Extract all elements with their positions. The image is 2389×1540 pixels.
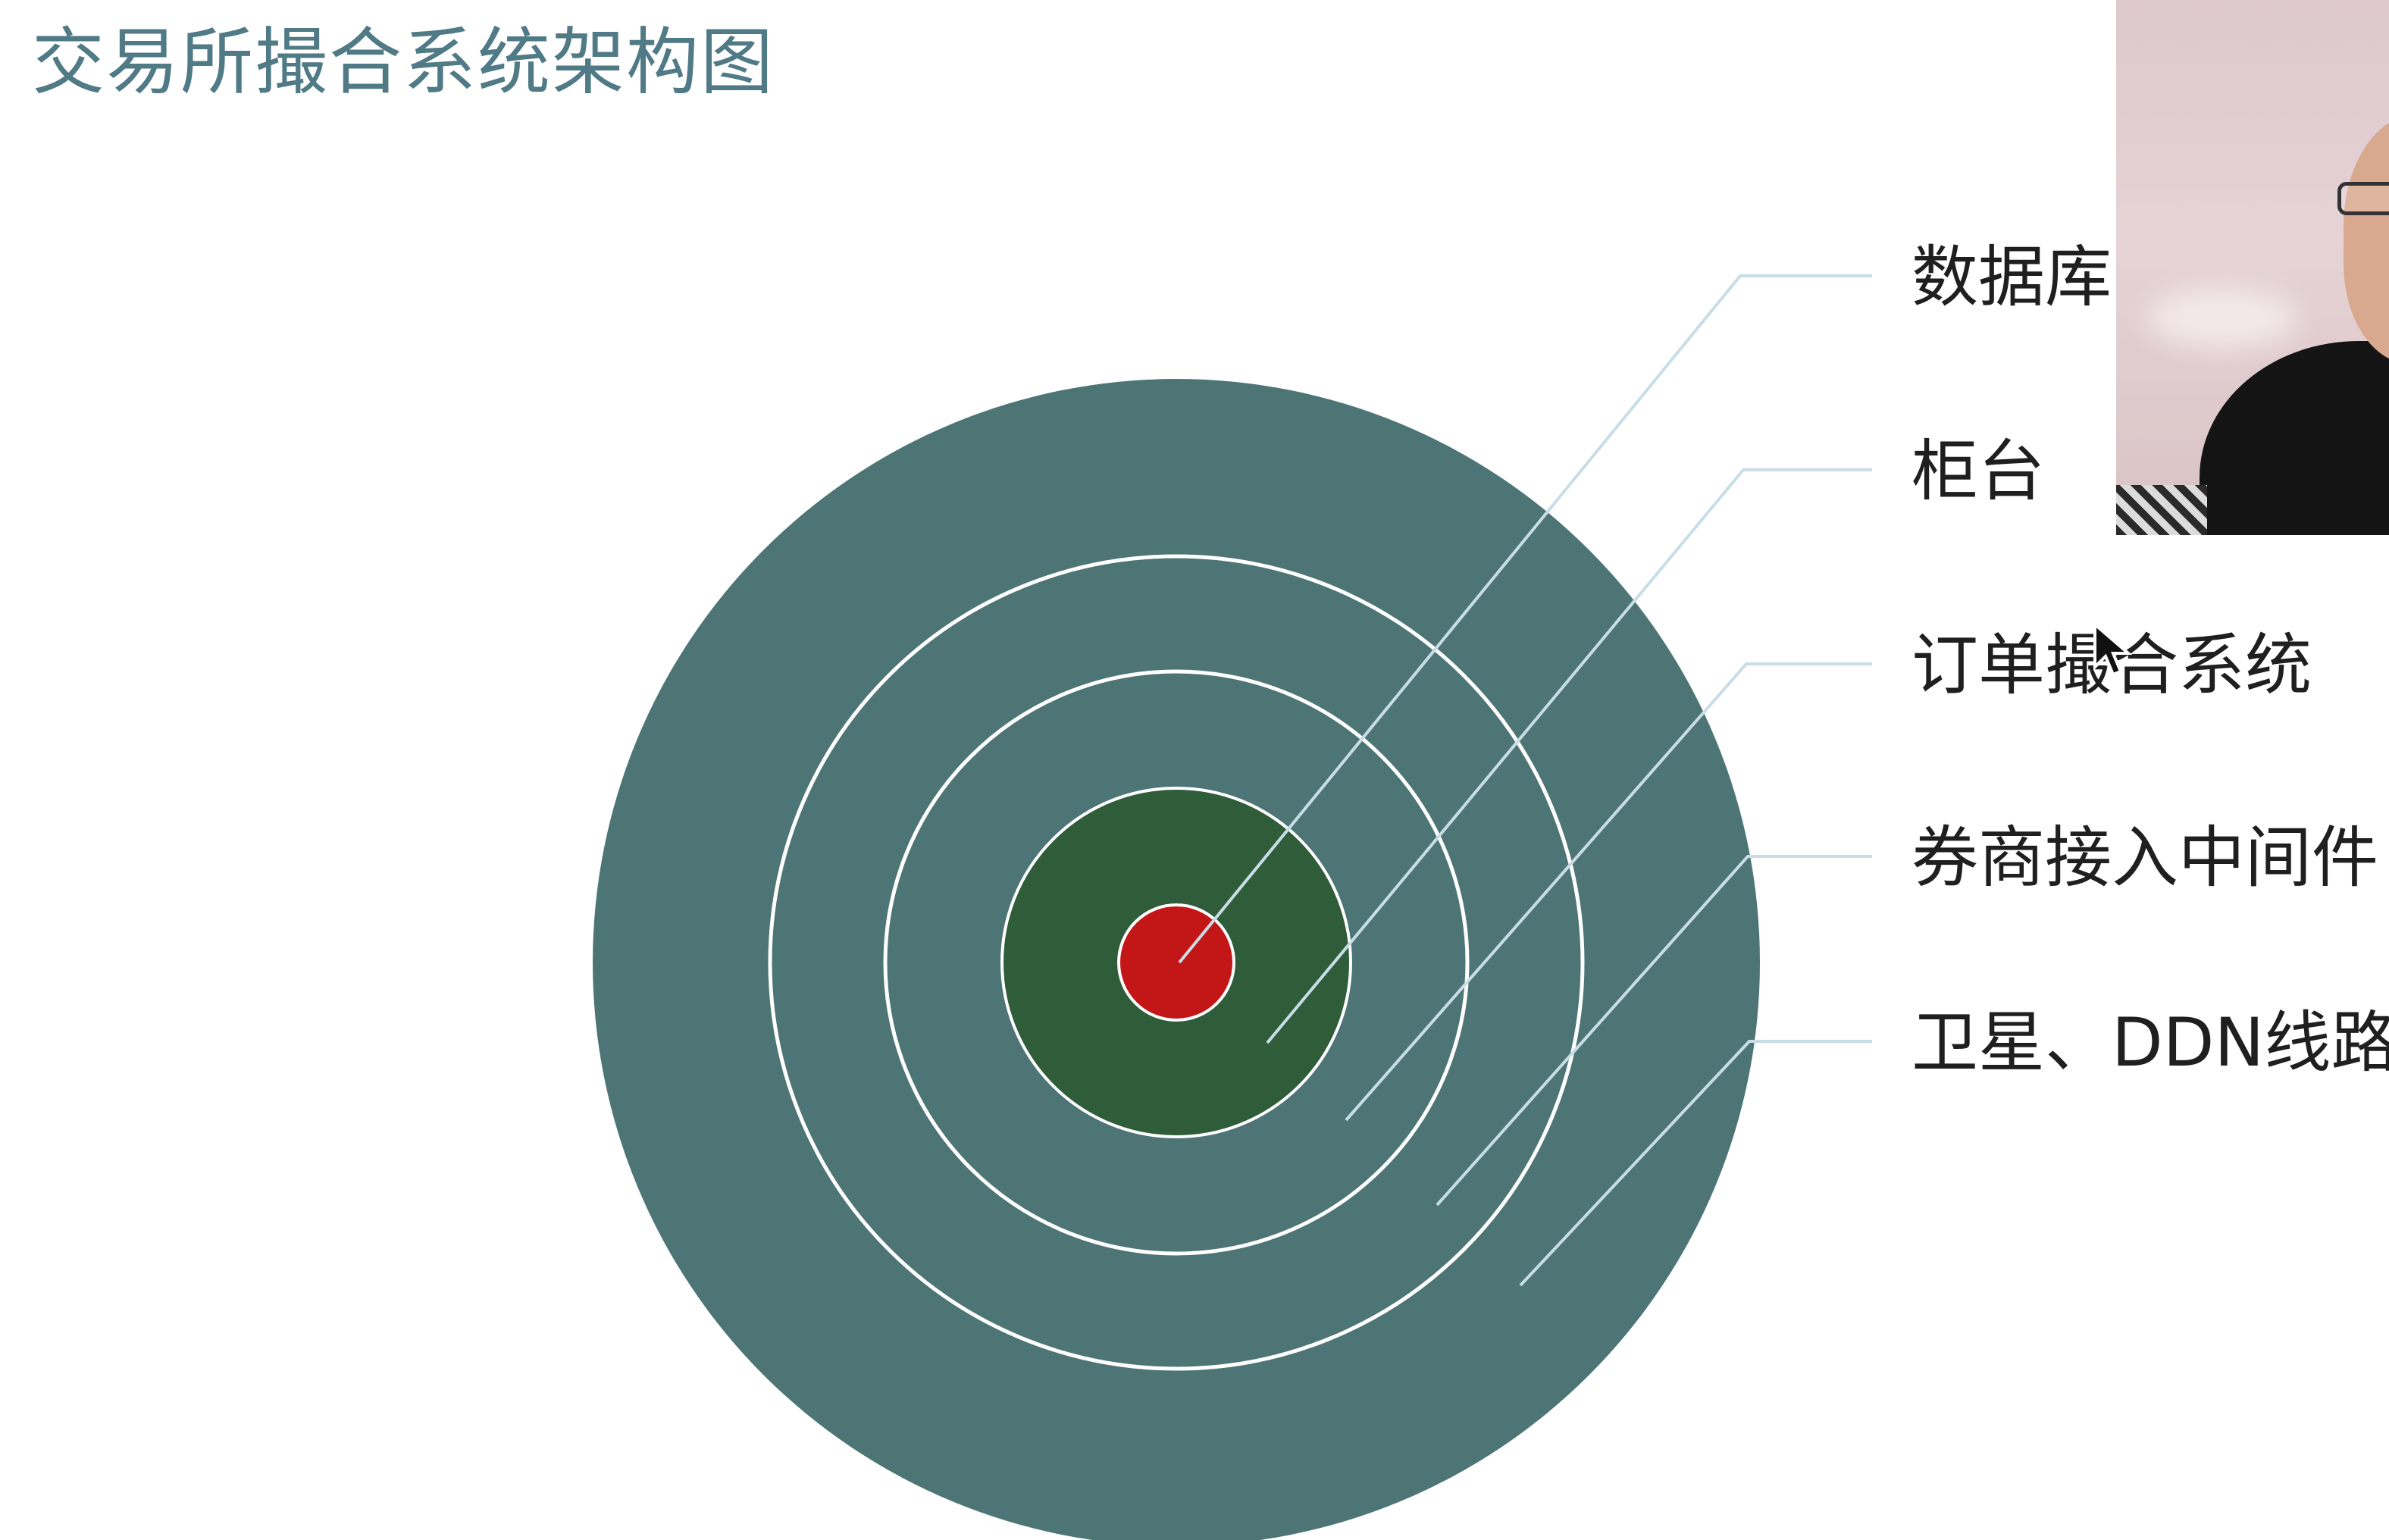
- diagram-rings: [593, 379, 1760, 1540]
- presenter-webcam-video: [2116, 0, 2389, 535]
- mouse-cursor-icon: [2093, 621, 2133, 677]
- ring-4: [768, 554, 1585, 1371]
- leader-line-counter: [1266, 468, 1872, 1044]
- leader-line-database: [1178, 274, 1872, 964]
- layer-label-database: 数据库: [1912, 238, 2112, 316]
- slide-title: 交易所撮合系统架构图: [32, 20, 775, 105]
- ring-3: [883, 669, 1470, 1256]
- layer-label-satellite-ddn: 卫星、DDN线路: [1912, 1003, 2389, 1081]
- leader-line-matching: [1345, 662, 1872, 1122]
- leader-line-middleware: [1436, 855, 1872, 1207]
- layer-label-broker-middleware: 券商接入中间件: [1912, 819, 2378, 897]
- center-dot: [1117, 903, 1235, 1022]
- layer-label-counter: 柜台: [1912, 432, 2045, 510]
- leader-line-network: [1519, 1040, 1872, 1287]
- leader-lines: [1178, 274, 1872, 1287]
